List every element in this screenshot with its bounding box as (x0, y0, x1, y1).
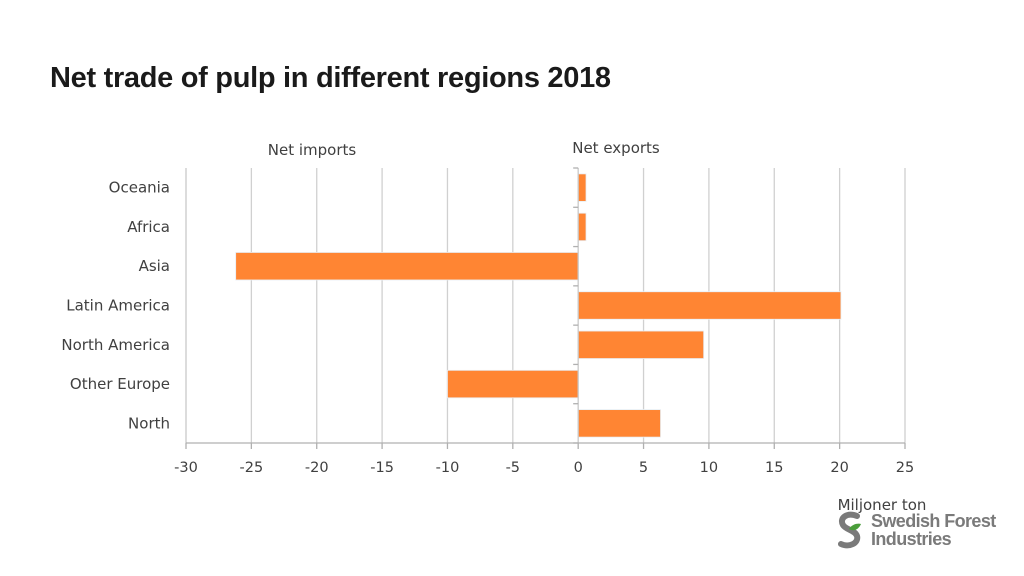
bar (577, 291, 842, 320)
bar (235, 252, 579, 281)
s-leaf-logo-icon (838, 511, 861, 549)
chart-axes: -30 -25 -20 -15 -10 -5 0 5 10 15 20 25 Oceania Africa… (61, 167, 914, 476)
category-label: North America (61, 336, 170, 354)
chart-bars (235, 173, 842, 438)
slide-title: Net trade of pulp in different regions 2… (50, 62, 611, 94)
category-label: Oceania (109, 179, 170, 197)
x-tick-label: -15 (370, 460, 394, 476)
logo-line-1: Swedish Forest (871, 511, 996, 531)
x-tick-label: 20 (830, 460, 848, 476)
swedish-forest-industries-logo: Swedish Forest Industries (835, 510, 1005, 552)
bar (577, 173, 587, 202)
bar (577, 212, 587, 242)
net-imports-label: Net imports (268, 141, 357, 159)
category-label: Latin America (66, 297, 170, 315)
x-tick-label: 25 (896, 460, 914, 476)
x-tick-label: -10 (436, 460, 460, 476)
x-tick-label: 0 (574, 460, 583, 476)
category-label: Other Europe (70, 375, 170, 393)
logo-line-2: Industries (871, 529, 952, 549)
unit-label: Miljoner ton (838, 496, 927, 514)
bar (447, 369, 579, 399)
x-tick-label: -25 (240, 460, 264, 476)
bar (577, 409, 661, 438)
category-label: Africa (127, 218, 170, 236)
x-tick-label: 15 (765, 460, 783, 476)
x-tick-label: 10 (700, 460, 718, 476)
x-tick-label: -30 (174, 460, 198, 476)
net-exports-label: Net exports (572, 139, 660, 157)
category-label: North (128, 414, 170, 432)
category-label: Asia (139, 257, 170, 275)
bar (577, 330, 705, 359)
x-tick-label: -20 (305, 460, 329, 476)
x-tick-label: -5 (506, 460, 520, 476)
x-tick-label: 5 (639, 460, 648, 476)
